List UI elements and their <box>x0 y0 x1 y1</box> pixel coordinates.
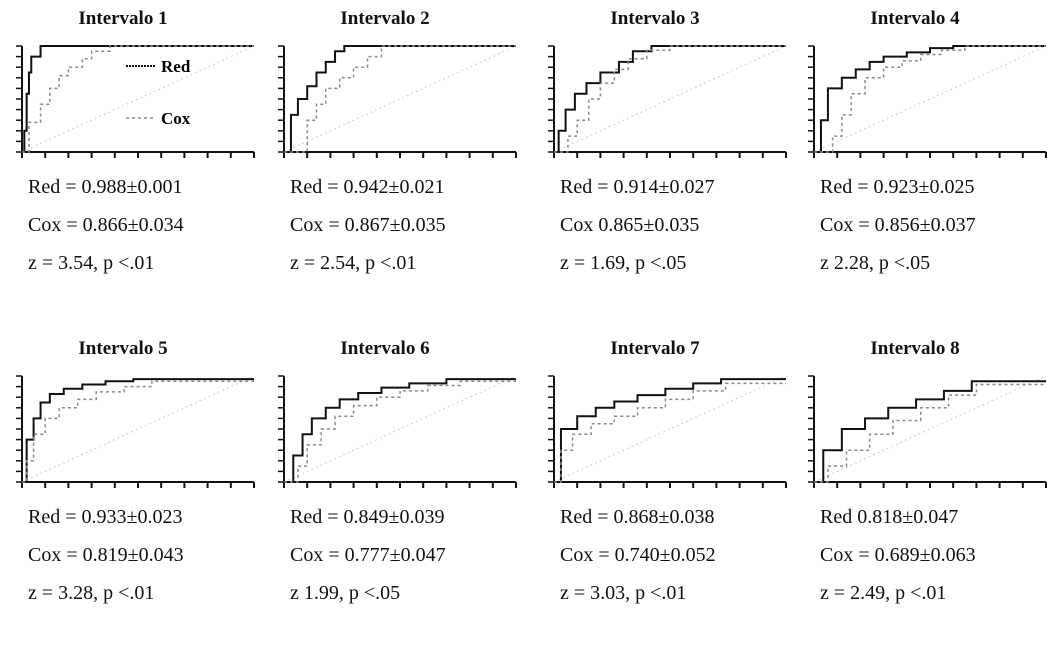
cox-series-line <box>554 45 786 153</box>
red-stat: Red = 0.988±0.001 <box>28 176 183 198</box>
cox-stat: Cox = 0.866±0.034 <box>28 214 184 236</box>
chart-panel-7: Intervalo 7 Red = 0.868±0.038 Cox = 0.740±… <box>540 330 790 660</box>
red-series-line <box>22 45 254 153</box>
red-stat: Red = 0.942±0.021 <box>290 176 445 198</box>
red-series-line <box>554 378 786 483</box>
chart-title: Intervalo 3 <box>610 8 700 29</box>
chart-plot <box>548 375 787 488</box>
reference-diagonal <box>553 375 787 483</box>
z-stat: z 2.28, p <.05 <box>820 252 931 274</box>
z-stat: z = 3.54, p <.01 <box>28 252 155 274</box>
cox-stat: Cox 0.865±0.035 <box>560 214 700 236</box>
red-stat: Red = 0.914±0.027 <box>560 176 715 198</box>
red-stat: Red 0.818±0.047 <box>820 506 959 528</box>
reference-diagonal <box>813 45 1047 153</box>
z-stat: z = 3.03, p <.01 <box>560 582 687 604</box>
z-stat: z 1.99, p <.05 <box>290 582 401 604</box>
red-series-line <box>284 378 516 483</box>
chart-title: Intervalo 4 <box>870 8 960 29</box>
chart-plot <box>16 375 255 488</box>
cox-stat: Cox = 0.777±0.047 <box>290 544 446 566</box>
red-stat: Red = 0.868±0.038 <box>560 506 715 528</box>
chart-plot <box>808 375 1047 488</box>
chart-plot: Red Cox <box>16 45 255 158</box>
red-series-line <box>814 380 1046 483</box>
cox-series-line <box>284 380 516 483</box>
chart-panel-2: Intervalo 2 Red = 0.942±0.021 Cox = 0.867±… <box>270 0 520 330</box>
chart-plot <box>548 45 787 158</box>
red-series-line <box>554 45 786 153</box>
cox-stat: Cox = 0.689±0.063 <box>820 544 976 566</box>
chart-plot <box>278 375 517 488</box>
chart-panel-5: Intervalo 5 Red = 0.933±0.023 Cox = 0.819±… <box>8 330 258 660</box>
red-series-line <box>814 45 1046 153</box>
chart-panel-4: Intervalo 4 Red = 0.923±0.025 Cox = 0.856±… <box>800 0 1047 330</box>
chart-title: Intervalo 1 <box>78 8 168 29</box>
cox-series-line <box>554 382 786 483</box>
z-stat: z = 3.28, p <.01 <box>28 582 155 604</box>
chart-panel-1: Intervalo 1 Red Cox Red = 0.988±0.001 Cox = … <box>8 0 258 330</box>
reference-diagonal <box>21 45 255 153</box>
red-stat: Red = 0.933±0.023 <box>28 506 183 528</box>
cox-stat: Cox = 0.819±0.043 <box>28 544 184 566</box>
red-stat: Red = 0.849±0.039 <box>290 506 445 528</box>
legend-red-label: Red <box>161 57 191 76</box>
chart-title: Intervalo 7 <box>610 338 700 359</box>
chart-panel-8: Intervalo 8 Red 0.818±0.047 Cox = 0.689±0.… <box>800 330 1047 660</box>
reference-diagonal <box>553 45 787 153</box>
chart-panel-3: Intervalo 3 Red = 0.914±0.027 Cox 0.865±0.… <box>540 0 790 330</box>
chart-title: Intervalo 2 <box>340 8 430 29</box>
reference-diagonal <box>21 375 255 483</box>
cox-series-line <box>814 383 1046 483</box>
z-stat: z = 2.49, p <.01 <box>820 582 947 604</box>
red-stat: Red = 0.923±0.025 <box>820 176 975 198</box>
cox-series-line <box>814 45 1046 153</box>
cox-series-line <box>22 380 254 483</box>
cox-stat: Cox = 0.740±0.052 <box>560 544 716 566</box>
red-series-line <box>22 378 254 483</box>
cox-stat: Cox = 0.867±0.035 <box>290 214 446 236</box>
chart-title: Intervalo 6 <box>340 338 430 359</box>
z-stat: z = 1.69, p <.05 <box>560 252 687 274</box>
red-series-line <box>284 45 516 153</box>
chart-title: Intervalo 5 <box>78 338 168 359</box>
z-stat: z = 2.54, p <.01 <box>290 252 417 274</box>
chart-panel-6: Intervalo 6 Red = 0.849±0.039 Cox = 0.777±… <box>270 330 520 660</box>
chart-title: Intervalo 8 <box>870 338 960 359</box>
reference-diagonal <box>283 45 517 153</box>
chart-plot <box>808 45 1047 158</box>
legend-cox-label: Cox <box>161 109 191 128</box>
chart-plot <box>278 45 517 158</box>
cox-stat: Cox = 0.856±0.037 <box>820 214 976 236</box>
